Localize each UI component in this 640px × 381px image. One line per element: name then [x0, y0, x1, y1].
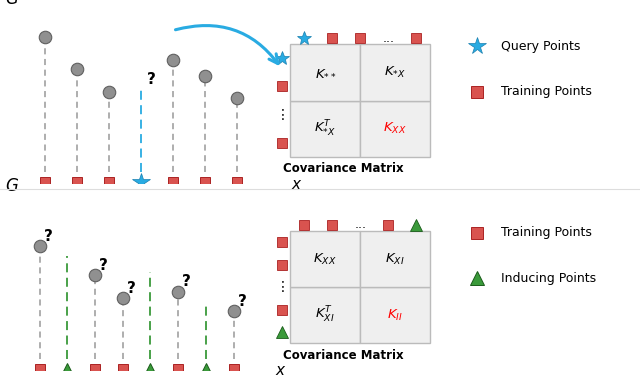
- Text: Covariance Matrix: Covariance Matrix: [283, 349, 403, 362]
- Text: Query Points: Query Points: [500, 40, 580, 53]
- Text: ...: ...: [354, 218, 366, 232]
- Text: ⋮: ⋮: [275, 280, 289, 294]
- Text: ?: ?: [182, 274, 191, 290]
- Text: $x$: $x$: [291, 176, 303, 192]
- FancyBboxPatch shape: [360, 287, 430, 343]
- Text: $G$: $G$: [5, 0, 19, 8]
- Text: $K_{II}$: $K_{II}$: [387, 308, 403, 323]
- Text: ?: ?: [99, 258, 108, 273]
- Text: $K_{**}$: $K_{**}$: [314, 66, 336, 79]
- Text: ⋮: ⋮: [275, 107, 289, 122]
- Text: ...: ...: [382, 32, 394, 45]
- Text: Covariance Matrix: Covariance Matrix: [283, 162, 403, 175]
- Text: Training Points: Training Points: [500, 85, 591, 98]
- FancyBboxPatch shape: [291, 231, 360, 287]
- FancyBboxPatch shape: [291, 287, 360, 343]
- Text: Training Points: Training Points: [500, 226, 591, 239]
- Text: $x$: $x$: [275, 363, 287, 378]
- Text: $K_{XI}$: $K_{XI}$: [385, 251, 405, 267]
- FancyBboxPatch shape: [291, 45, 360, 101]
- Text: ?: ?: [127, 281, 136, 296]
- Text: ?: ?: [44, 229, 52, 244]
- Text: $K_{XI}^T$: $K_{XI}^T$: [316, 305, 335, 325]
- FancyBboxPatch shape: [291, 101, 360, 157]
- Text: $K_{*X}^T$: $K_{*X}^T$: [314, 118, 336, 139]
- Text: ?: ?: [147, 72, 156, 86]
- Text: $K_{XX}$: $K_{XX}$: [314, 251, 337, 267]
- Text: $K_{*X}$: $K_{*X}$: [384, 65, 406, 80]
- FancyBboxPatch shape: [360, 101, 430, 157]
- Text: Inducing Points: Inducing Points: [500, 272, 596, 285]
- FancyBboxPatch shape: [360, 45, 430, 101]
- FancyBboxPatch shape: [360, 231, 430, 287]
- Text: $K_{XX}$: $K_{XX}$: [383, 121, 407, 136]
- Text: ?: ?: [238, 294, 246, 309]
- Text: $G$: $G$: [5, 177, 19, 195]
